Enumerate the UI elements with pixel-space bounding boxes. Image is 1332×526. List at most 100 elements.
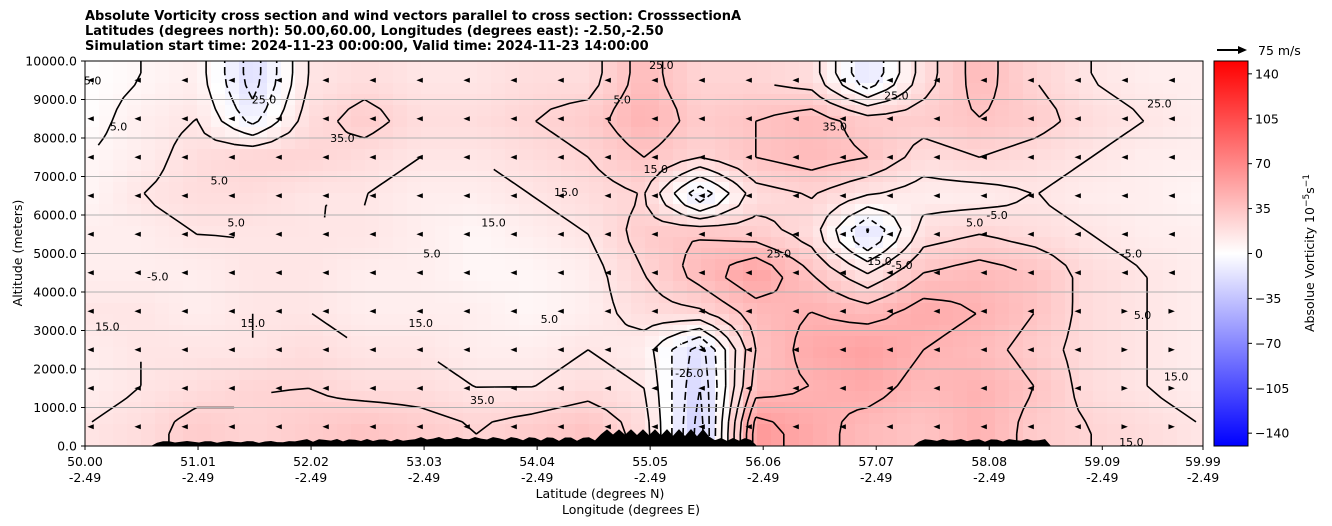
vorticity-cell	[85, 83, 100, 95]
vorticity-cell	[323, 182, 338, 194]
vorticity-cell	[351, 182, 366, 194]
vorticity-cell	[1163, 369, 1178, 381]
vorticity-cell	[575, 182, 590, 194]
vorticity-cell	[491, 138, 506, 150]
vorticity-cell	[337, 160, 352, 172]
vorticity-cell	[1177, 292, 1192, 304]
vorticity-cell	[477, 72, 492, 84]
vorticity-cell	[491, 149, 506, 161]
title-line-2: Latitudes (degrees north): 50.00,60.00, …	[85, 24, 664, 39]
vorticity-cell	[561, 160, 576, 172]
vorticity-cell	[827, 215, 842, 227]
vorticity-cell	[561, 259, 576, 271]
vorticity-cell	[1037, 292, 1052, 304]
wind-vector	[87, 270, 94, 276]
vorticity-cell	[281, 270, 296, 282]
vorticity-cell	[1093, 358, 1108, 370]
x-tick-label-lon: -2.49	[408, 470, 440, 485]
vorticity-cell	[995, 72, 1010, 84]
title-line-1: Absolute Vorticity cross section and win…	[85, 9, 742, 24]
vorticity-cell	[575, 149, 590, 161]
vorticity-cell	[1149, 380, 1164, 392]
vorticity-cell	[463, 193, 478, 205]
vorticity-cell	[407, 61, 422, 73]
vorticity-cell	[743, 314, 758, 326]
vorticity-cell	[869, 160, 884, 172]
vorticity-cell	[337, 204, 352, 216]
vorticity-cell	[547, 347, 562, 359]
vorticity-cell	[211, 105, 226, 117]
vorticity-cell	[183, 391, 198, 403]
vorticity-cell	[519, 391, 534, 403]
contour-label: 15.0	[1164, 371, 1189, 384]
wind-vector	[1074, 385, 1081, 391]
quiver-key-label: 75 m/s	[1258, 43, 1301, 58]
wind-vector	[463, 347, 470, 353]
vorticity-cell	[1037, 347, 1052, 359]
vorticity-cell	[883, 281, 898, 293]
vorticity-cell	[519, 237, 534, 249]
vorticity-cell	[1107, 182, 1122, 194]
vorticity-cell	[1009, 380, 1024, 392]
vorticity-cell	[211, 424, 226, 436]
vorticity-cell	[1093, 72, 1108, 84]
vorticity-cell	[883, 149, 898, 161]
wind-vector	[463, 77, 470, 83]
wind-vector	[651, 77, 658, 83]
vorticity-cell	[449, 314, 464, 326]
vorticity-cell	[491, 391, 506, 403]
vorticity-cell	[113, 116, 128, 128]
vorticity-cell	[211, 149, 226, 161]
vorticity-cell	[771, 83, 786, 95]
contour-label: 15.0	[481, 217, 506, 230]
vorticity-cell	[351, 391, 366, 403]
vorticity-cell	[617, 149, 632, 161]
vorticity-cell	[253, 424, 268, 436]
vorticity-cell	[673, 237, 688, 249]
vorticity-cell	[1135, 314, 1150, 326]
colorbar-label: Absolue Vorticity 10−5s−1	[1302, 174, 1317, 332]
vorticity-cell	[715, 204, 730, 216]
vorticity-cell	[1163, 281, 1178, 293]
vorticity-cell	[449, 424, 464, 436]
vorticity-cell	[211, 281, 226, 293]
wind-vector	[839, 347, 846, 353]
vorticity-cell	[925, 61, 940, 73]
vorticity-cell	[141, 83, 156, 95]
vorticity-cell	[99, 160, 114, 172]
vorticity-cell	[99, 336, 114, 348]
vorticity-cell	[1051, 380, 1066, 392]
vorticity-cell	[211, 204, 226, 216]
vorticity-cell	[631, 193, 646, 205]
vorticity-cell	[827, 105, 842, 117]
wind-vector	[557, 231, 564, 237]
vorticity-cell	[127, 347, 142, 359]
vorticity-cell	[421, 116, 436, 128]
vorticity-cell	[421, 160, 436, 172]
vorticity-cell	[141, 413, 156, 425]
vorticity-cell	[589, 336, 604, 348]
wind-vector	[980, 308, 987, 314]
y-axis-label: Altitude (meters)	[10, 200, 25, 307]
vorticity-cell	[981, 72, 996, 84]
vorticity-cell	[953, 369, 968, 381]
vorticity-cell	[1093, 226, 1108, 238]
vorticity-cell	[925, 413, 940, 425]
vorticity-cell	[309, 138, 324, 150]
vorticity-cell	[491, 182, 506, 194]
vorticity-cell	[1135, 281, 1150, 293]
vorticity-cell	[1177, 127, 1192, 139]
vorticity-cell	[645, 116, 660, 128]
vorticity-cell	[645, 391, 660, 403]
vorticity-cell	[911, 303, 926, 315]
vorticity-cell	[1107, 413, 1122, 425]
x-tick-label-lat: 59.99	[1185, 454, 1221, 469]
vorticity-cell	[911, 347, 926, 359]
vorticity-cell	[771, 336, 786, 348]
wind-vector	[181, 385, 188, 391]
vorticity-cell	[267, 138, 282, 150]
vorticity-cell	[421, 303, 436, 315]
vorticity-cell	[701, 127, 716, 139]
vorticity-cell	[407, 336, 422, 348]
